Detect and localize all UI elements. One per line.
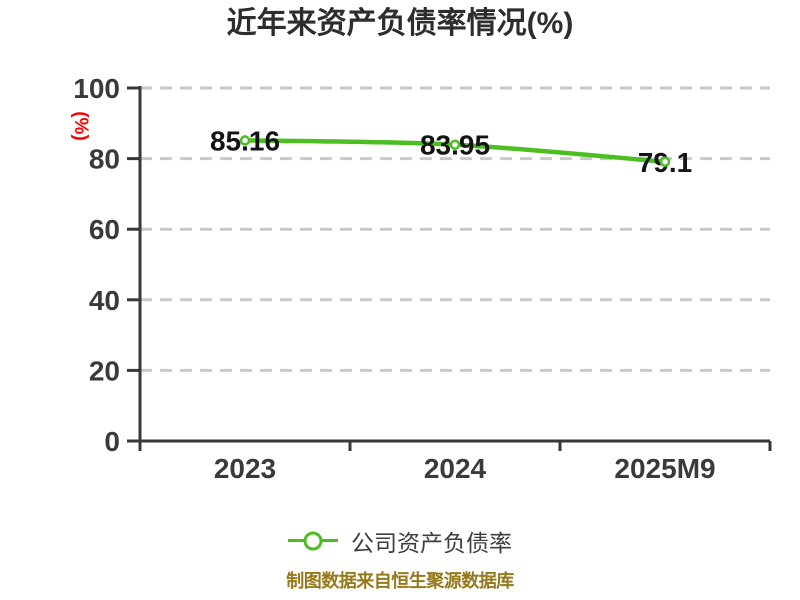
y-tick-label: 80 [89, 144, 120, 175]
y-tick-label: 20 [89, 355, 120, 386]
x-tick-label: 2024 [424, 453, 487, 484]
y-tick-label: 100 [73, 73, 120, 104]
legend-item[interactable]: 公司资产负债率 [0, 524, 800, 558]
data-source-note: 制图数据来自恒生聚源数据库 [286, 571, 514, 591]
chart-title: 近年来资产负债率情况(%) [226, 7, 574, 40]
legend-label: 公司资产负债率 [351, 530, 512, 556]
data-point-marker [239, 135, 251, 146]
y-tick-label: 60 [89, 214, 120, 245]
data-point-marker [449, 139, 461, 150]
legend-point-icon [303, 531, 323, 551]
legend-line-icon [288, 530, 338, 552]
x-tick-label: 2025M9 [614, 453, 715, 484]
y-tick-label: 0 [104, 426, 120, 457]
data-point-marker [659, 156, 671, 168]
x-tick-label: 2023 [214, 453, 276, 484]
y-tick-label: 40 [89, 285, 120, 316]
